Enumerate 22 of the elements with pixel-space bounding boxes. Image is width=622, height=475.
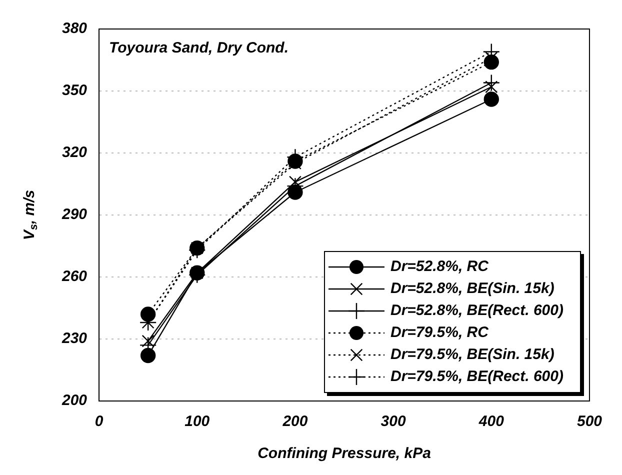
y-axis-title: Vs, m/s (21, 190, 40, 240)
y-tick-label: 230 (60, 330, 88, 348)
legend-label: Dr=52.8%, BE(Rect. 600) (390, 302, 564, 320)
x-tick-label: 100 (184, 413, 210, 430)
x-tick-label: 500 (576, 413, 603, 430)
y-tick-label: 320 (62, 144, 88, 162)
x-tick-label: 400 (478, 413, 505, 430)
legend-label: Dr=79.5%, RC (390, 324, 490, 342)
legend-label: Dr=79.5%, BE(Rect. 600) (390, 368, 564, 386)
legend-label: Dr=79.5%, BE(Sin. 15k) (390, 346, 554, 364)
text: Toyoura Sand, Dry Cond. (109, 40, 288, 57)
x-tick-label: 0 (94, 413, 104, 430)
y-tick-label: 290 (60, 206, 88, 224)
x-tick-label: 200 (282, 413, 308, 430)
y-tick-label: 350 (62, 82, 88, 100)
legend-label: Dr=52.8%, RC (390, 258, 490, 276)
legend-label: Dr=52.8%, BE(Sin. 15k) (390, 280, 554, 298)
x-tick-label: 300 (380, 413, 406, 430)
y-tick-label: 200 (60, 392, 88, 410)
x-axis-title: Confining Pressure, kPa (258, 445, 431, 462)
y-tick-label: 260 (60, 268, 88, 286)
y-tick-label: 380 (62, 20, 88, 38)
